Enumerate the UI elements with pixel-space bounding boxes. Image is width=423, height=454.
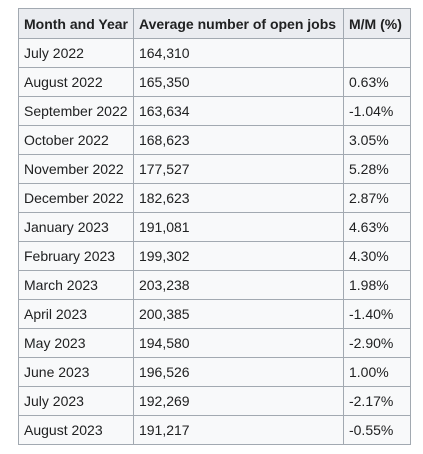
table-row: October 2022 168,623 3.05%	[18, 125, 411, 155]
header-cell: Month and Year	[18, 8, 134, 39]
table-cell: 165,350	[132, 67, 344, 97]
table-cell: 200,385	[132, 299, 344, 329]
table-row: September 2022 163,634 -1.04%	[18, 96, 411, 126]
table-cell: 3.05%	[342, 125, 411, 155]
table-cell: January 2023	[18, 212, 134, 242]
table-cell	[342, 38, 411, 68]
table-cell: 192,269	[132, 386, 344, 416]
table-cell: April 2023	[18, 299, 134, 329]
table-row: June 2023 196,526 1.00%	[18, 357, 411, 387]
table-row: January 2023 191,081 4.63%	[18, 212, 411, 242]
table-cell: 164,310	[132, 38, 344, 68]
table-row: February 2023 199,302 4.30%	[18, 241, 411, 271]
header-cell: Average number of open jobs	[132, 8, 344, 39]
table-row: November 2022 177,527 5.28%	[18, 154, 411, 184]
table-cell: 4.63%	[342, 212, 411, 242]
table-row: July 2023 192,269 -2.17%	[18, 386, 411, 416]
jobs-table: Month and Year Average number of open jo…	[18, 8, 411, 445]
table-cell: 196,526	[132, 357, 344, 387]
table-row: July 2022 164,310	[18, 38, 411, 68]
table-cell: June 2023	[18, 357, 134, 387]
table-cell: November 2022	[18, 154, 134, 184]
table-cell: -0.55%	[342, 415, 411, 445]
table-cell: August 2023	[18, 415, 134, 445]
table-row: March 2023 203,238 1.98%	[18, 270, 411, 300]
table-cell: 168,623	[132, 125, 344, 155]
table-body: July 2022 164,310 August 2022 165,350 0.63% S…	[18, 38, 411, 445]
table-cell: -1.40%	[342, 299, 411, 329]
table-cell: 0.63%	[342, 67, 411, 97]
header-cell: M/M (%)	[342, 8, 411, 39]
table-cell: 191,081	[132, 212, 344, 242]
table-cell: 203,238	[132, 270, 344, 300]
table-cell: May 2023	[18, 328, 134, 358]
table-cell: 191,217	[132, 415, 344, 445]
table-cell: 1.98%	[342, 270, 411, 300]
table-cell: July 2023	[18, 386, 134, 416]
table-row: April 2023 200,385 -1.40%	[18, 299, 411, 329]
table-cell: 1.00%	[342, 357, 411, 387]
table-cell: -2.17%	[342, 386, 411, 416]
table-cell: 163,634	[132, 96, 344, 126]
table-row: December 2022 182,623 2.87%	[18, 183, 411, 213]
table-cell: March 2023	[18, 270, 134, 300]
table-cell: 2.87%	[342, 183, 411, 213]
table-cell: 199,302	[132, 241, 344, 271]
table-header: Month and Year Average number of open jo…	[18, 8, 411, 39]
table-cell: October 2022	[18, 125, 134, 155]
table-cell: September 2022	[18, 96, 134, 126]
table-cell: -1.04%	[342, 96, 411, 126]
table-cell: 177,527	[132, 154, 344, 184]
table-cell: 5.28%	[342, 154, 411, 184]
table-cell: 4.30%	[342, 241, 411, 271]
table-cell: July 2022	[18, 38, 134, 68]
table-cell: 194,580	[132, 328, 344, 358]
table-cell: -2.90%	[342, 328, 411, 358]
table-cell: August 2022	[18, 67, 134, 97]
header-row: Month and Year Average number of open jo…	[18, 8, 411, 39]
table-cell: February 2023	[18, 241, 134, 271]
table-row: August 2023 191,217 -0.55%	[18, 415, 411, 445]
table-cell: December 2022	[18, 183, 134, 213]
table-row: August 2022 165,350 0.63%	[18, 67, 411, 97]
table-row: May 2023 194,580 -2.90%	[18, 328, 411, 358]
table-cell: 182,623	[132, 183, 344, 213]
